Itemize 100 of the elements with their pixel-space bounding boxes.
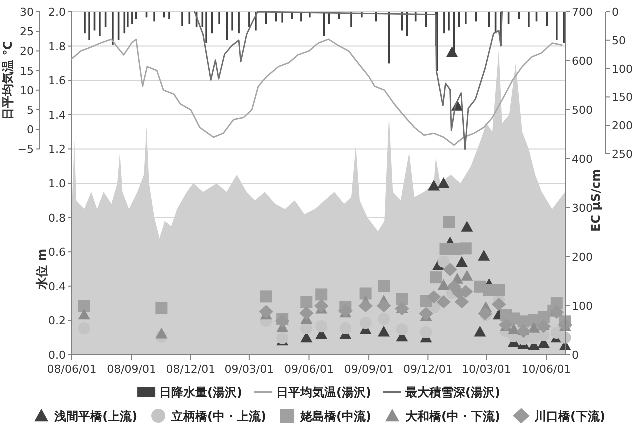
y2-tick-label: 300 bbox=[572, 202, 593, 215]
point bbox=[378, 313, 390, 326]
y-tick-label: 1.0 bbox=[48, 178, 66, 190]
point bbox=[378, 280, 390, 292]
y2-tick-label: 0 bbox=[572, 349, 579, 362]
point bbox=[420, 326, 432, 338]
point bbox=[528, 332, 540, 344]
legend-label: 立柄橋(中・上流) bbox=[170, 410, 267, 424]
point bbox=[316, 288, 328, 301]
point bbox=[299, 306, 314, 320]
point bbox=[443, 263, 458, 276]
y2-tick-label: 0 bbox=[612, 6, 619, 19]
point bbox=[78, 300, 90, 312]
point bbox=[454, 295, 470, 309]
point bbox=[508, 324, 520, 334]
legend-label: 日平均気温(湯沢) bbox=[276, 386, 372, 400]
y-tick-label: 10 bbox=[20, 84, 34, 98]
point bbox=[156, 302, 168, 314]
point bbox=[338, 304, 353, 318]
point bbox=[438, 178, 450, 188]
point bbox=[428, 180, 440, 191]
x-tick-label: 09/06/01 bbox=[284, 363, 334, 376]
point bbox=[528, 322, 540, 333]
y-tick-label: 25 bbox=[20, 26, 34, 39]
y2-tick-label: 150 bbox=[612, 91, 633, 104]
legend-label: 最大積雪深(湯沢) bbox=[404, 386, 500, 400]
legend-label: 日降水量(湯沢) bbox=[160, 386, 243, 400]
y-tick-label: 1.2 bbox=[48, 143, 66, 156]
point bbox=[378, 326, 390, 337]
x-tick-label: 08/12/01 bbox=[166, 363, 216, 376]
x-tick-label: 09/09/01 bbox=[344, 363, 394, 376]
point bbox=[493, 284, 506, 296]
legend-label: 姥島橋(中流) bbox=[300, 410, 372, 424]
y2-tick-label: 250 bbox=[612, 148, 633, 161]
y2-tick-label: 700 bbox=[572, 6, 593, 19]
point bbox=[259, 305, 274, 318]
y2-tick-label: 200 bbox=[572, 251, 593, 264]
point bbox=[438, 279, 450, 290]
y-axis-title: 日平均気温 ℃ bbox=[1, 41, 15, 120]
point bbox=[360, 288, 372, 300]
y-tick-label: 0.6 bbox=[48, 246, 66, 260]
y2-tick-label: 500 bbox=[572, 104, 593, 117]
point bbox=[492, 298, 506, 312]
point bbox=[461, 221, 474, 232]
y-tick-label: 20 bbox=[20, 45, 34, 58]
x-tick-label: 08/06/01 bbox=[47, 363, 97, 376]
legend-label: 浅間平橋(上流) bbox=[54, 410, 138, 424]
y-tick-label: −5 bbox=[18, 143, 34, 156]
line-series bbox=[71, 38, 563, 146]
x-tick-label: 09/12/01 bbox=[403, 363, 453, 376]
y-tick-label: 30 bbox=[20, 6, 34, 19]
point bbox=[474, 326, 486, 337]
y-tick-label: 5 bbox=[27, 104, 34, 117]
y-tick-label: 0.4 bbox=[48, 280, 66, 294]
point bbox=[156, 328, 168, 339]
y2-tick-label: 100 bbox=[572, 300, 593, 313]
line-series bbox=[194, 11, 503, 150]
point bbox=[300, 322, 313, 335]
point bbox=[340, 322, 352, 335]
y-tick-label: 0.8 bbox=[48, 212, 66, 225]
point bbox=[426, 290, 442, 304]
y-tick-label: 0.2 bbox=[48, 314, 66, 328]
point bbox=[443, 216, 455, 228]
x-tick-label: 09/03/01 bbox=[224, 363, 274, 376]
point bbox=[376, 299, 392, 313]
y-tick-label: 0.0 bbox=[48, 349, 66, 362]
point bbox=[446, 46, 458, 58]
point bbox=[358, 299, 373, 313]
point bbox=[516, 324, 531, 338]
y2-tick-label: 400 bbox=[572, 153, 593, 166]
point bbox=[550, 306, 564, 319]
legend-label: 川口橋(下流) bbox=[533, 410, 606, 424]
point bbox=[396, 324, 408, 336]
point bbox=[478, 250, 490, 261]
point bbox=[276, 332, 289, 344]
point bbox=[316, 320, 328, 333]
y-tick-label: 0 bbox=[27, 124, 34, 137]
point bbox=[436, 295, 451, 309]
y-tick-label: 1.4 bbox=[48, 108, 66, 122]
y2-tick-label: 100 bbox=[612, 62, 633, 76]
point bbox=[314, 299, 329, 313]
point bbox=[260, 290, 272, 303]
y-tick-label: 1.8 bbox=[48, 40, 66, 54]
y-axis-title: 水位 m bbox=[35, 248, 49, 291]
point bbox=[456, 256, 468, 268]
point bbox=[460, 242, 472, 255]
point bbox=[438, 256, 450, 268]
point bbox=[396, 293, 408, 306]
point bbox=[419, 307, 434, 320]
y-tick-label: 1.6 bbox=[48, 74, 66, 88]
point bbox=[300, 296, 313, 308]
legend-label: 大和橋(中・下流) bbox=[405, 410, 500, 424]
point bbox=[461, 270, 474, 281]
point bbox=[78, 308, 90, 320]
y-tick-label: 15 bbox=[20, 64, 34, 78]
x-tick-label: 10/03/01 bbox=[462, 363, 512, 376]
point bbox=[275, 314, 290, 328]
y2-tick-label: 600 bbox=[572, 55, 593, 68]
point bbox=[430, 272, 442, 284]
y-tick-label: 2.0 bbox=[48, 6, 66, 19]
